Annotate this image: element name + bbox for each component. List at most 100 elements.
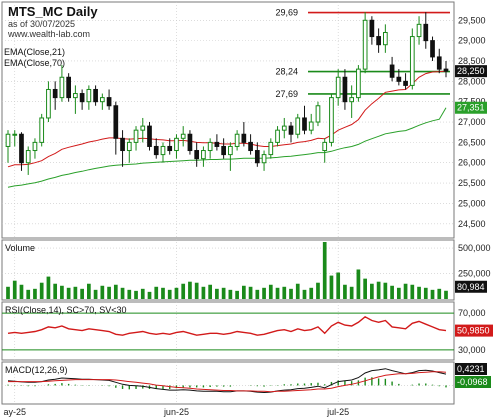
volume-bar <box>268 284 273 299</box>
macd-title: MACD(12,26,9) <box>5 365 68 375</box>
volume-bar <box>349 286 354 299</box>
volume-bar <box>80 288 84 299</box>
volume-bar <box>188 281 192 299</box>
candle-body <box>396 76 402 82</box>
volume-bar <box>336 272 341 299</box>
last-close-badge <box>455 65 487 78</box>
candle-body <box>147 125 152 147</box>
volume-bar <box>201 286 206 299</box>
volume-bar <box>282 286 287 299</box>
volume-bar <box>100 285 105 299</box>
candle-body <box>329 97 334 143</box>
candle-body <box>187 133 193 152</box>
volume-bar <box>437 288 442 299</box>
volume-bar <box>430 289 435 299</box>
candle-body <box>120 137 125 152</box>
volume-bar <box>262 287 266 299</box>
candle-body <box>322 141 328 152</box>
last-close-label: 28,250 <box>457 66 485 76</box>
rsi-tick-label: 30,000 <box>458 345 486 355</box>
macd-last-label: 0,4231 <box>457 364 485 374</box>
candle-body <box>99 97 105 103</box>
volume-bar <box>289 288 293 299</box>
volume-bar <box>295 283 300 299</box>
candle-body <box>356 68 361 99</box>
candle-body <box>39 117 45 143</box>
candle-body <box>302 117 307 131</box>
chart-title: MTS_MC Daily <box>8 4 98 19</box>
volume-bar <box>93 289 98 299</box>
candle-body <box>167 145 173 152</box>
volume-bar <box>302 289 307 299</box>
candle-body <box>268 141 274 156</box>
ema70-badge <box>455 101 487 114</box>
volume-bar <box>390 285 394 299</box>
price-tick-label: 28,500 <box>458 56 486 66</box>
candle-body <box>221 145 226 156</box>
candle-body <box>409 36 415 86</box>
volume-bar <box>113 284 118 299</box>
candle-body <box>32 141 38 152</box>
candle-body <box>443 68 449 72</box>
x-tick-label: ay-25 <box>3 407 26 417</box>
ema70-line <box>7 107 447 188</box>
volume-bar <box>107 286 111 299</box>
candle-body <box>66 76 71 99</box>
price-tick-label: 26,000 <box>458 158 486 168</box>
candle-body <box>241 133 247 143</box>
histogram-last-label: -0,0968 <box>457 377 488 387</box>
candle-body <box>275 129 280 143</box>
price-tick-label: 25,000 <box>458 198 486 208</box>
site-credit: www.wealth-lab.com <box>7 29 90 39</box>
candle-body <box>308 121 314 131</box>
macd-pane <box>1 361 455 405</box>
volume-bar <box>134 290 138 299</box>
volume-bar <box>60 285 64 299</box>
volume-last-badge <box>455 280 487 293</box>
candle-body <box>228 145 233 156</box>
level-label: 29,69 <box>275 8 298 18</box>
candle-body <box>52 88 58 99</box>
candle-body <box>295 117 301 135</box>
candle-body <box>194 150 200 160</box>
price-tick-label: 25,500 <box>458 178 486 188</box>
candle-body <box>79 93 85 103</box>
volume-bar <box>181 283 186 299</box>
candle-body <box>389 64 395 78</box>
volume-bar <box>208 284 213 299</box>
legend-ema21: EMA(Close,21) <box>4 47 65 57</box>
volume-bar <box>73 286 78 299</box>
volume-bar <box>19 284 24 299</box>
candle-body <box>5 133 11 147</box>
level-label: 27,69 <box>275 89 298 99</box>
rsi-tick-label: 70,000 <box>458 308 486 318</box>
candle-body <box>140 125 146 131</box>
volume-bar <box>167 289 172 299</box>
candle-body <box>126 141 132 152</box>
volume-bar <box>376 281 381 299</box>
candle-body <box>315 105 321 123</box>
volume-bar <box>39 282 44 299</box>
volume-bar <box>46 276 51 299</box>
candle-body <box>376 36 381 46</box>
volume-bar <box>120 287 125 299</box>
signal-line <box>8 371 447 393</box>
candle-body <box>362 19 368 70</box>
price-tick-label: 26,500 <box>458 137 486 147</box>
volume-bar <box>370 283 374 299</box>
volume-bar <box>66 287 71 299</box>
candle-body <box>383 31 388 46</box>
volume-bar <box>383 282 388 299</box>
candle-body <box>106 97 112 107</box>
volume-bar <box>215 288 219 299</box>
rsi-last-badge <box>455 324 493 337</box>
volume-bar <box>33 288 37 299</box>
candle-body <box>153 145 159 156</box>
volume-bar <box>410 284 415 299</box>
rsi-title: RSI(Close,14), SC>70, SV<30 <box>5 305 127 315</box>
volume-tick-label: 250,000 <box>458 269 491 279</box>
volume-last-label: 80,984 <box>457 282 485 292</box>
volume-bar <box>12 280 17 299</box>
